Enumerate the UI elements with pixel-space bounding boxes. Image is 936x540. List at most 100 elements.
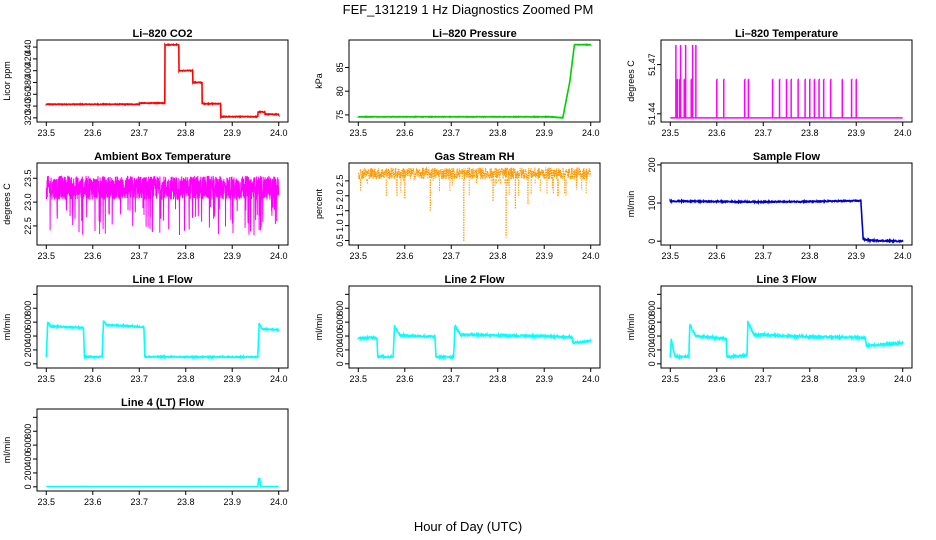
y-tick-label: 51.47: [647, 53, 657, 76]
plot-area: [669, 320, 904, 361]
x-tick-label: 23.8: [177, 251, 195, 261]
x-tick-label: 23.9: [535, 251, 553, 261]
panel-title: Line 4 (LT) Flow: [121, 397, 204, 409]
y-tick-label: 2.5: [335, 175, 345, 188]
x-tick-label: 23.7: [442, 128, 460, 138]
chart-panel: Gas Stream RH 23.5 23.6 23.7 23.8 23.9 24.0 0.5…: [314, 151, 601, 261]
x-tick-label: 23.6: [84, 374, 102, 384]
plot-frame: [36, 408, 289, 492]
y-tick-label: 51.44: [647, 103, 657, 126]
y-tick-label: 420: [23, 51, 33, 66]
x-tick-label: 23.8: [801, 374, 819, 384]
x-tick-label: 23.7: [130, 497, 148, 507]
y-tick-label: 600: [647, 315, 657, 330]
series-line: [357, 324, 592, 361]
y-tick-label: 0: [23, 484, 33, 489]
y-axis-label: ml/min: [2, 437, 12, 464]
y-axis-label: ml/min: [314, 314, 324, 341]
y-tick-label: 400: [647, 329, 657, 344]
plot-frame: [660, 39, 913, 123]
x-tick-label: 23.6: [84, 251, 102, 261]
panel-title: Sample Flow: [753, 151, 821, 163]
x-tick-label: 24.0: [582, 128, 600, 138]
y-tick-label: 23.5: [23, 169, 33, 187]
y-axis-label: ml/min: [626, 314, 636, 341]
x-tick-label: 23.9: [535, 374, 553, 384]
chart-panel: Ambient Box Temperature 23.5 23.6 23.7 23.8 2…: [2, 151, 289, 261]
x-tick-label: 23.7: [754, 374, 772, 384]
plot-frame: [348, 285, 601, 369]
x-tick-label: 24.0: [270, 374, 288, 384]
y-tick-label: 360: [23, 87, 33, 102]
y-tick-label: 100: [647, 196, 657, 211]
y-tick-label: 320: [23, 110, 33, 125]
plot-frame: [36, 39, 289, 123]
x-tick-label: 23.9: [847, 251, 865, 261]
x-tick-label: 23.8: [489, 374, 507, 384]
x-tick-label: 23.9: [847, 374, 865, 384]
y-tick-label: 80: [335, 86, 345, 96]
y-tick-label: 400: [23, 452, 33, 467]
x-tick-label: 23.7: [442, 374, 460, 384]
x-tick-label: 23.6: [396, 251, 414, 261]
x-tick-label: 23.5: [38, 374, 56, 384]
chart-panel: Line 3 Flow 23.5 23.6 23.7 23.8 23.9 24.0 0 2004…: [626, 274, 913, 384]
chart-panel: Line 4 (LT) Flow 23.5 23.6 23.7 23.8 23.9 24.0…: [2, 397, 289, 507]
x-tick-label: 23.9: [223, 128, 241, 138]
x-tick-label: 23.7: [130, 128, 148, 138]
panel-title: Li–820 Pressure: [432, 28, 516, 40]
y-tick-label: 800: [23, 301, 33, 316]
x-tick-label: 23.7: [754, 128, 772, 138]
y-tick-label: 1.0: [335, 219, 345, 232]
x-tick-label: 23.5: [38, 128, 56, 138]
plot-frame: [660, 162, 913, 246]
y-tick-label: 200: [647, 157, 657, 172]
series-line: [46, 477, 279, 488]
y-axis-label: degrees C: [626, 60, 636, 102]
plot-frame: [36, 285, 289, 369]
figure-x-axis-label: Hour of Day (UTC): [414, 519, 522, 534]
panel-title: Line 2 Flow: [445, 274, 505, 286]
y-tick-label: 800: [647, 301, 657, 316]
x-tick-label: 24.0: [894, 374, 912, 384]
y-tick-label: 200: [23, 465, 33, 480]
x-tick-label: 23.6: [708, 251, 726, 261]
y-tick-label: 600: [23, 315, 33, 330]
y-tick-label: 800: [23, 424, 33, 439]
y-tick-label: 200: [23, 342, 33, 357]
panel-title: Ambient Box Temperature: [94, 151, 231, 163]
plot-frame: [348, 39, 601, 123]
x-tick-label: 23.8: [489, 251, 507, 261]
x-tick-label: 23.8: [177, 128, 195, 138]
series-line: [669, 198, 904, 244]
plot-area: [45, 175, 280, 236]
x-tick-label: 24.0: [894, 128, 912, 138]
y-tick-label: 380: [23, 75, 33, 90]
y-tick-label: 0: [335, 361, 345, 366]
x-tick-label: 23.7: [442, 251, 460, 261]
y-tick-label: 75: [335, 110, 345, 120]
plot-frame: [660, 285, 913, 369]
figure-title: FEF_131219 1 Hz Diagnostics Zoomed PM: [343, 2, 594, 17]
x-tick-label: 23.8: [177, 374, 195, 384]
y-axis-label: Licor ppm: [2, 61, 12, 101]
y-tick-label: 0: [647, 361, 657, 366]
y-tick-label: 23.0: [23, 193, 33, 211]
x-tick-label: 23.8: [489, 128, 507, 138]
x-tick-label: 24.0: [894, 251, 912, 261]
y-tick-label: 400: [335, 329, 345, 344]
plot-area: [45, 42, 280, 120]
y-tick-label: 0.5: [335, 234, 345, 247]
plot-area: [357, 166, 592, 243]
y-tick-label: 0: [23, 361, 33, 366]
y-tick-label: 1.5: [335, 204, 345, 217]
x-tick-label: 23.9: [223, 497, 241, 507]
x-tick-label: 23.5: [662, 374, 680, 384]
x-tick-label: 24.0: [582, 251, 600, 261]
y-tick-label: 22.5: [23, 217, 33, 235]
x-tick-label: 23.6: [396, 128, 414, 138]
plot-frame: [36, 162, 289, 246]
x-tick-label: 23.9: [223, 374, 241, 384]
plot-area: [669, 198, 904, 244]
panel-title: Line 3 Flow: [757, 274, 817, 286]
